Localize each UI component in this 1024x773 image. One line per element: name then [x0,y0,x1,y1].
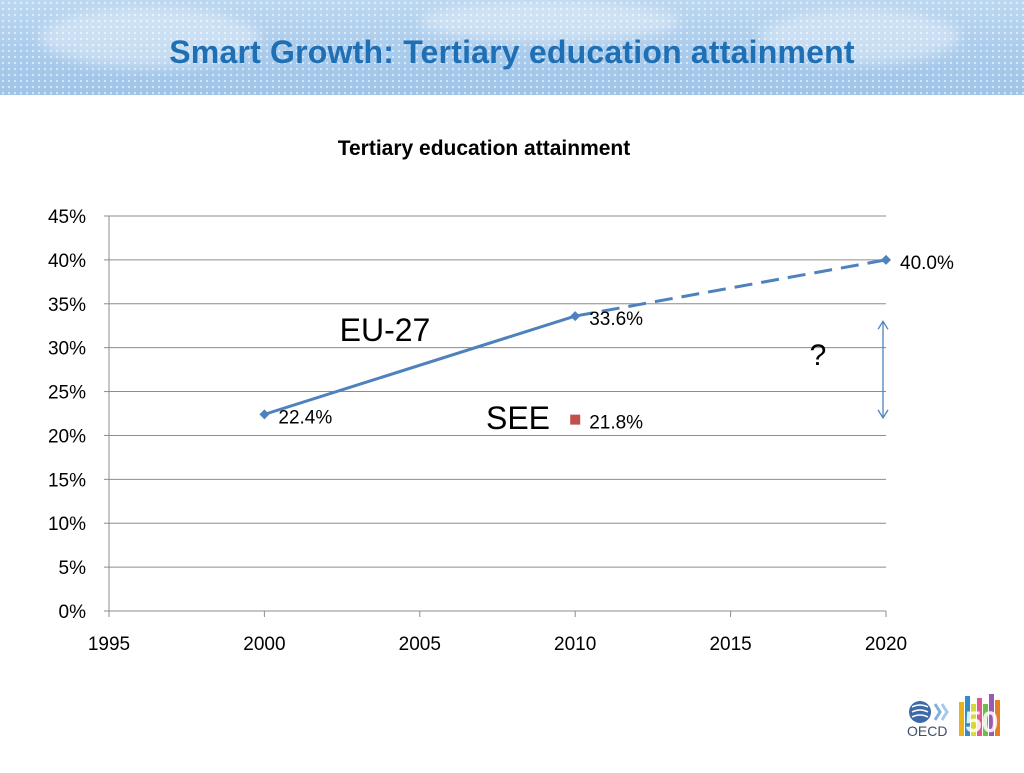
banner-world-shape [760,10,960,65]
eu27-point [570,311,581,322]
x-tick-label: 2010 [554,634,596,655]
y-tick-label: 0% [59,602,87,623]
x-tick-label: 2020 [865,634,907,655]
y-tick-label: 15% [48,470,86,491]
eu27-line-projection [574,258,887,318]
line-chart: Tertiary education attainment 0% 5% 10% 15% 2… [48,137,954,655]
eu27-point [259,409,270,420]
eu27-data-label: 33.6% [589,309,643,330]
gap-question-mark: ? [810,339,827,372]
x-tick-label: 2000 [243,634,285,655]
title-banner [0,0,1024,95]
y-tick-label: 35% [48,295,86,316]
y-tick-label: 25% [48,383,86,404]
banner-world-shape [40,8,260,68]
see-data-label: 21.8% [589,413,643,434]
svg-text:50: 50 [965,706,998,739]
eu27-data-label: 40.0% [900,253,954,274]
x-tick-label: 1995 [88,634,130,655]
y-tick-label: 30% [48,339,86,360]
oecd-logo-graphic: OECD 50 [907,694,1000,739]
x-tick-label: 2015 [709,634,751,655]
x-tick-label: 2005 [399,634,441,655]
y-tick-label: 10% [48,514,86,535]
y-tick-label: 20% [48,426,86,447]
see-point [570,414,581,425]
eu27-series-label: EU-27 [340,312,431,348]
banner-world-shape [420,2,680,42]
slide-title: Smart Growth: Tertiary education attainm… [169,34,855,70]
svg-text:OECD: OECD [907,723,947,739]
banner-dot-pattern [0,0,1024,95]
eu27-line-segment [263,314,576,416]
eu27-data-label: 22.4% [278,407,332,428]
oecd-logo: OECD 50 [886,674,1024,768]
y-tick-label: 5% [59,558,87,579]
see-series-label: SEE [486,400,550,436]
y-tick-label: 45% [48,207,86,228]
eu27-point [881,254,891,265]
y-tick-label: 40% [48,251,86,272]
chart-title: Tertiary education attainment [338,137,631,160]
gap-arrow-head-top [877,320,889,330]
gap-arrow-head-bottom [877,409,889,420]
